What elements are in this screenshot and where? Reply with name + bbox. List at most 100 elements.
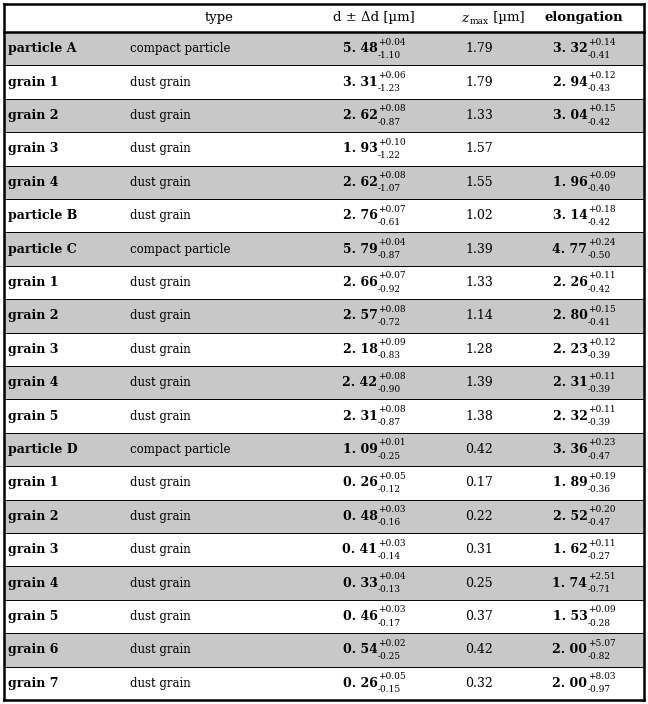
Text: +0.02: +0.02 (378, 639, 406, 648)
Text: 2. 80: 2. 80 (553, 309, 588, 322)
Bar (4, 533, 644, 567)
Bar (4, 466, 644, 500)
Text: -0.72: -0.72 (378, 318, 401, 327)
Text: 0.22: 0.22 (465, 510, 493, 523)
Text: 2. 76: 2. 76 (343, 209, 377, 222)
Text: 1.02: 1.02 (465, 209, 493, 222)
Bar (4, 99, 644, 132)
Text: compact particle: compact particle (130, 243, 231, 256)
Text: -0.28: -0.28 (588, 619, 611, 628)
Text: -0.47: -0.47 (588, 452, 611, 460)
Bar (4, 600, 644, 633)
Text: 1.57: 1.57 (465, 142, 493, 156)
Text: dust grain: dust grain (130, 610, 191, 623)
Text: 1.14: 1.14 (465, 309, 493, 322)
Text: -0.15: -0.15 (378, 686, 401, 694)
Text: grain 1: grain 1 (8, 75, 58, 89)
Text: 0. 26: 0. 26 (343, 677, 377, 690)
Text: 3. 04: 3. 04 (553, 109, 588, 122)
Text: grain 3: grain 3 (8, 543, 58, 556)
Text: 1.28: 1.28 (465, 343, 493, 356)
Text: -0.82: -0.82 (588, 652, 611, 661)
Text: dust grain: dust grain (130, 176, 191, 189)
Text: 2. 31: 2. 31 (343, 410, 377, 422)
Text: -0.39: -0.39 (588, 351, 611, 360)
Text: d ± Δd [µm]: d ± Δd [µm] (333, 11, 415, 25)
Text: 1.55: 1.55 (465, 176, 493, 189)
Text: +0.07: +0.07 (378, 271, 406, 280)
Text: +0.05: +0.05 (378, 472, 406, 481)
Text: grain 2: grain 2 (8, 109, 58, 122)
Text: dust grain: dust grain (130, 643, 191, 656)
Text: 2. 94: 2. 94 (553, 75, 588, 89)
Bar (4, 567, 644, 600)
Text: 5. 48: 5. 48 (343, 42, 377, 55)
Text: dust grain: dust grain (130, 543, 191, 556)
Text: 0. 26: 0. 26 (343, 477, 377, 489)
Text: 0.37: 0.37 (465, 610, 493, 623)
Text: -0.97: -0.97 (588, 686, 611, 694)
Text: +0.10: +0.10 (378, 138, 406, 146)
Text: grain 4: grain 4 (8, 376, 58, 389)
Text: dust grain: dust grain (130, 75, 191, 89)
Text: dust grain: dust grain (130, 142, 191, 156)
Text: dust grain: dust grain (130, 410, 191, 422)
Text: +0.05: +0.05 (378, 672, 406, 681)
Text: 0. 54: 0. 54 (343, 643, 377, 656)
Text: +0.12: +0.12 (588, 71, 616, 80)
Text: +0.15: +0.15 (588, 104, 616, 113)
Text: +8.03: +8.03 (588, 672, 616, 681)
Text: grain 4: grain 4 (8, 577, 58, 589)
Text: grain 2: grain 2 (8, 309, 58, 322)
Text: +0.08: +0.08 (378, 171, 406, 180)
Text: -1.23: -1.23 (378, 84, 401, 93)
Bar (4, 165, 644, 199)
Bar (4, 232, 644, 266)
Text: -0.17: -0.17 (378, 619, 401, 628)
Text: 2. 62: 2. 62 (343, 176, 377, 189)
Text: dust grain: dust grain (130, 477, 191, 489)
Text: +0.11: +0.11 (588, 271, 616, 280)
Text: +0.08: +0.08 (378, 405, 406, 414)
Text: +0.11: +0.11 (588, 405, 616, 414)
Text: -0.61: -0.61 (378, 218, 401, 227)
Bar (4, 399, 644, 433)
Text: -0.25: -0.25 (378, 652, 401, 661)
Text: type: type (205, 11, 233, 25)
Text: +0.03: +0.03 (378, 539, 406, 548)
Text: compact particle: compact particle (130, 443, 231, 456)
Text: 0. 33: 0. 33 (343, 577, 377, 589)
Bar (4, 266, 644, 299)
Text: -0.43: -0.43 (588, 84, 611, 93)
Text: elongation: elongation (545, 11, 623, 25)
Text: +0.18: +0.18 (588, 205, 616, 213)
Bar (4, 433, 644, 466)
Text: +0.12: +0.12 (588, 338, 616, 347)
Text: +0.08: +0.08 (378, 372, 406, 381)
Text: -0.87: -0.87 (378, 118, 401, 127)
Text: grain 3: grain 3 (8, 343, 58, 356)
Text: -0.16: -0.16 (378, 518, 401, 527)
Text: 2. 00: 2. 00 (553, 677, 588, 690)
Text: +0.03: +0.03 (378, 505, 406, 514)
Text: dust grain: dust grain (130, 109, 191, 122)
Text: 0.32: 0.32 (465, 677, 493, 690)
Text: -0.13: -0.13 (378, 585, 401, 594)
Text: 2. 57: 2. 57 (343, 309, 377, 322)
Text: +0.09: +0.09 (378, 338, 406, 347)
Text: 1.38: 1.38 (465, 410, 493, 422)
Text: dust grain: dust grain (130, 376, 191, 389)
Text: +0.08: +0.08 (378, 104, 406, 113)
Text: -0.42: -0.42 (588, 284, 611, 294)
Text: +0.07: +0.07 (378, 205, 406, 213)
Text: 1. 93: 1. 93 (343, 142, 377, 156)
Text: 0. 41: 0. 41 (343, 543, 378, 556)
Text: 2. 42: 2. 42 (343, 376, 378, 389)
Text: +0.23: +0.23 (588, 439, 616, 447)
Text: 2. 18: 2. 18 (343, 343, 377, 356)
Text: 3. 32: 3. 32 (553, 42, 587, 55)
Text: -0.36: -0.36 (588, 485, 611, 494)
Text: +0.11: +0.11 (588, 539, 616, 548)
Text: -0.42: -0.42 (588, 218, 611, 227)
Text: dust grain: dust grain (130, 343, 191, 356)
